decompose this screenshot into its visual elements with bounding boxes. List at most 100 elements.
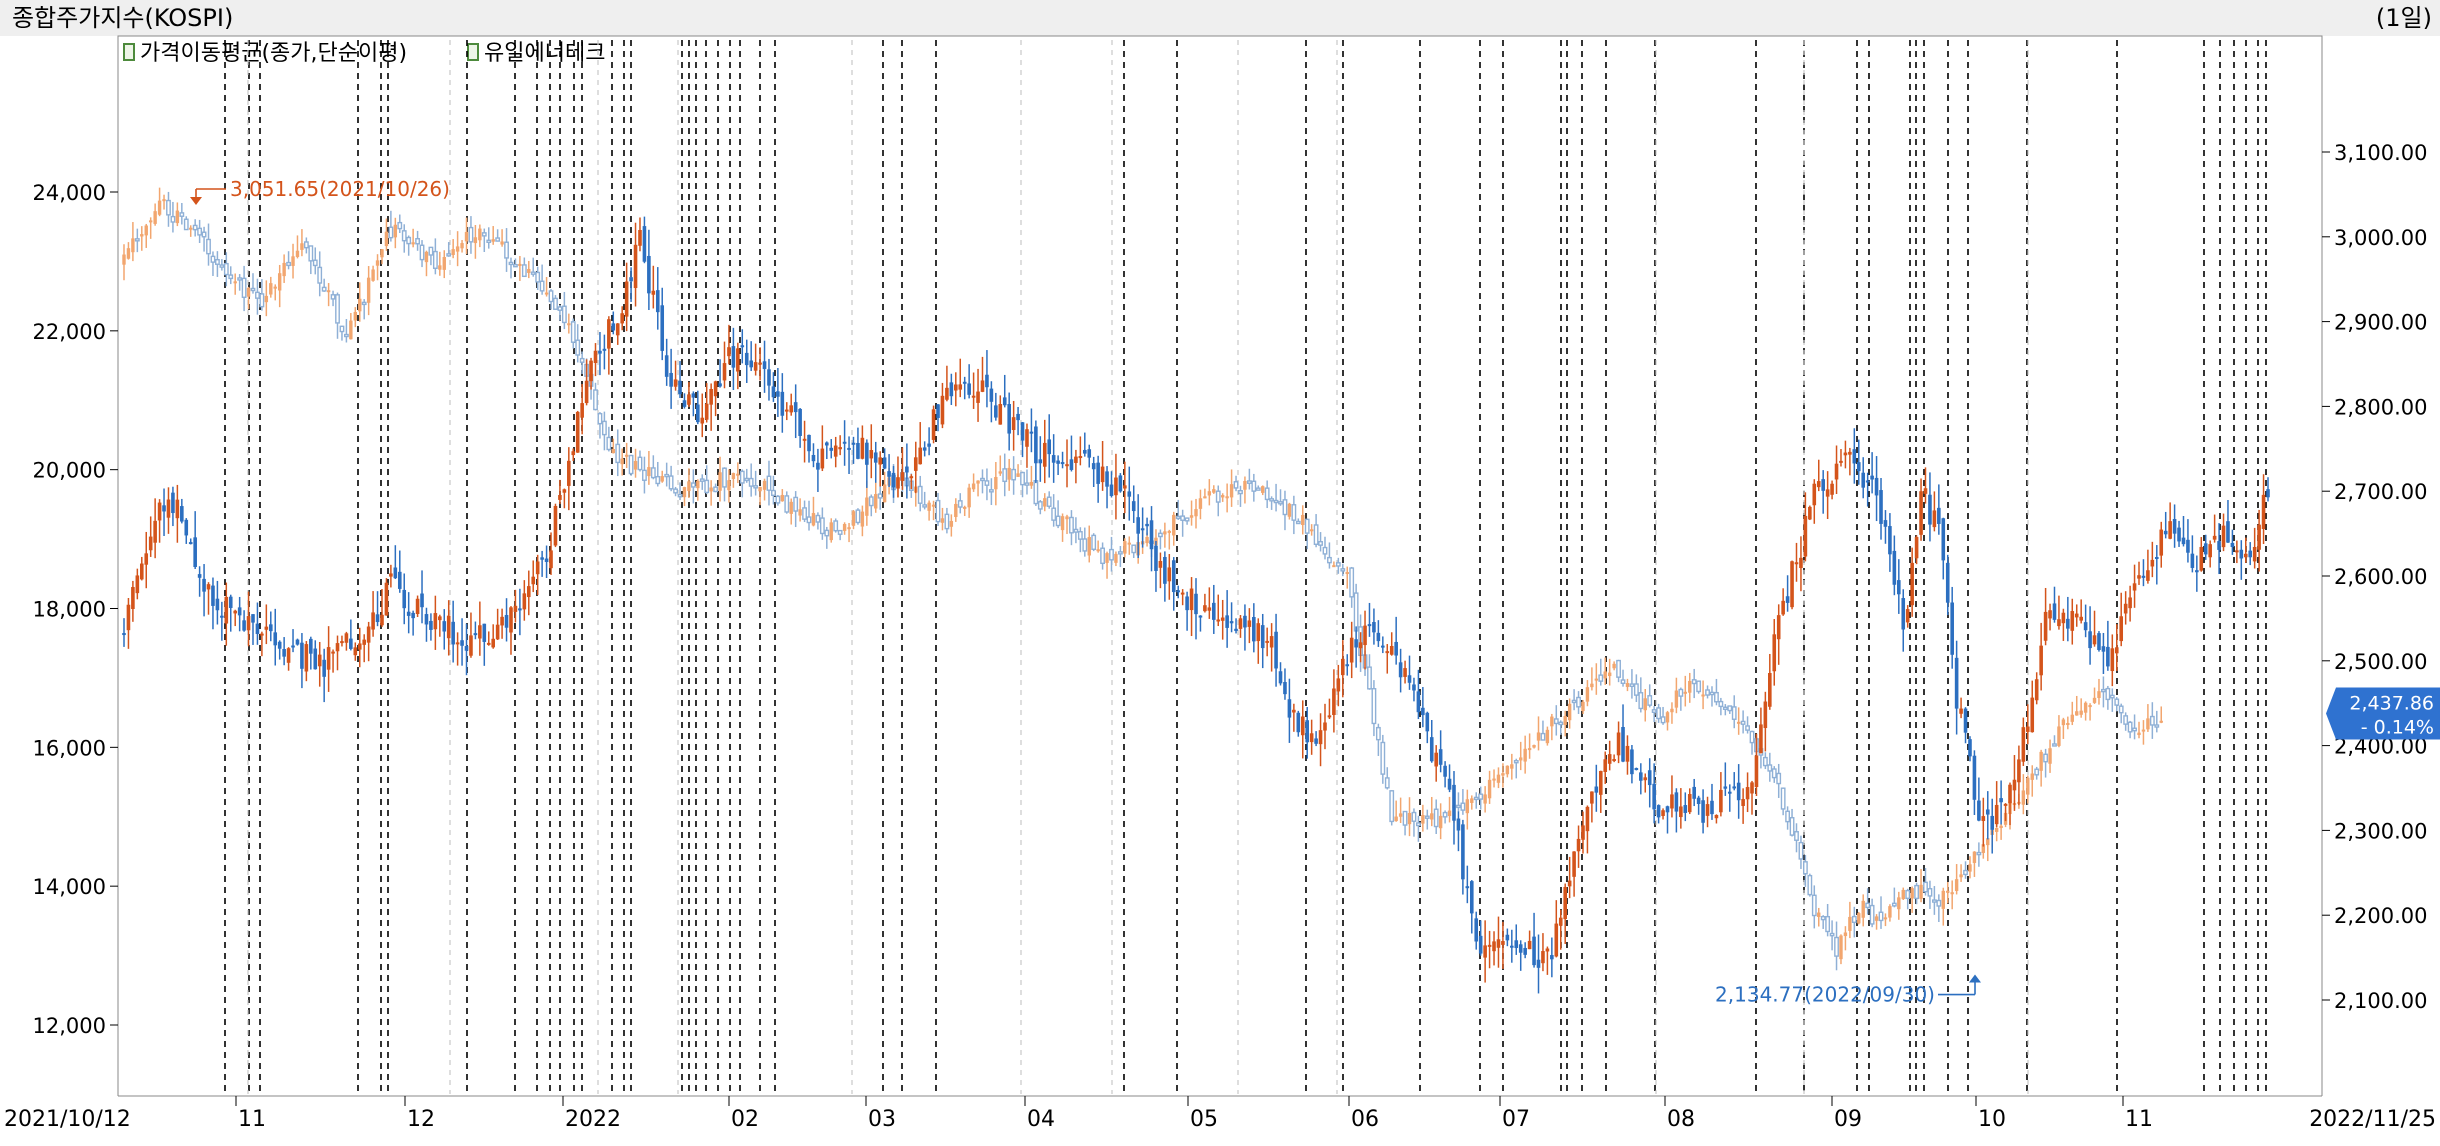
candle-body xyxy=(2092,635,2097,645)
candle-body xyxy=(664,355,669,377)
candle-body xyxy=(2119,616,2124,642)
candle-body xyxy=(2043,753,2048,763)
candle-body xyxy=(2186,539,2190,553)
candle-body xyxy=(166,499,171,518)
candle-body xyxy=(655,290,660,313)
candle-body xyxy=(455,642,460,645)
right-tick-label: 3,000.00 xyxy=(2334,226,2428,250)
candle-body xyxy=(189,227,193,230)
candle-body xyxy=(228,274,234,280)
candle-body xyxy=(521,264,527,278)
candle-body xyxy=(1176,590,1181,593)
candle-body xyxy=(2257,524,2261,550)
candle-body xyxy=(994,405,998,418)
candle-body xyxy=(2021,790,2026,805)
candle-body xyxy=(2199,546,2204,571)
candle-body xyxy=(2132,583,2137,591)
candle-body xyxy=(1817,912,1821,917)
candle-body xyxy=(131,587,135,610)
candle-body xyxy=(971,395,976,398)
candle-body xyxy=(530,271,536,275)
candle-body xyxy=(1665,806,1670,813)
candle-body xyxy=(1829,932,1835,937)
candle-body xyxy=(727,347,731,357)
candle-body xyxy=(446,253,452,257)
candle-body xyxy=(304,644,309,672)
month-tick-label: 11 xyxy=(238,1107,266,1132)
candle-body xyxy=(183,218,189,231)
candle-body xyxy=(1585,687,1590,702)
candle-body xyxy=(144,553,149,565)
candle-body xyxy=(2266,489,2270,498)
candle-body xyxy=(549,550,553,569)
candle-body xyxy=(1519,757,1523,761)
candle-body xyxy=(495,237,501,242)
candle-body xyxy=(1501,773,1505,776)
candle-body xyxy=(135,575,140,594)
candle-body xyxy=(1433,808,1439,828)
candle-body xyxy=(1820,916,1826,921)
x-axis: 11 12 2022 02 03 04 05 06 07 08 09 10 11 xyxy=(235,1096,2153,1132)
candle-body xyxy=(1612,759,1616,762)
candle-body xyxy=(1897,897,1901,910)
candle-body xyxy=(388,226,394,239)
candle-body xyxy=(1727,791,1732,794)
left-tick-label: 16,000 xyxy=(33,736,106,760)
candle-body xyxy=(1986,838,1990,846)
candle-body xyxy=(1073,528,1079,533)
candle-body xyxy=(1051,455,1056,463)
candle-body xyxy=(1118,475,1123,492)
candle-body xyxy=(2172,519,2177,534)
candle-body xyxy=(446,615,451,639)
candle-body xyxy=(246,616,251,631)
candle-body xyxy=(651,290,656,295)
candle-body xyxy=(548,290,554,303)
candle-body xyxy=(1438,749,1443,765)
candle-body xyxy=(780,391,785,416)
candle-body xyxy=(2146,570,2150,581)
candle-body xyxy=(197,574,202,578)
candle-body xyxy=(2114,647,2119,654)
candle-body xyxy=(1198,615,1203,618)
candle-body xyxy=(1723,786,1728,789)
candle-body xyxy=(250,287,256,292)
candle-body xyxy=(1492,941,1496,952)
candle-body xyxy=(1203,605,1207,612)
candle-body xyxy=(295,639,300,645)
candle-body xyxy=(1318,730,1323,745)
candle-body xyxy=(357,643,362,650)
candle-body xyxy=(353,647,358,656)
candle-body xyxy=(468,226,474,243)
candle-body xyxy=(1434,752,1438,767)
right-tick-label: 2,700.00 xyxy=(2334,480,2428,504)
candle-body xyxy=(1972,851,1977,863)
candle-body xyxy=(1251,480,1257,492)
candle-body xyxy=(1563,716,1567,725)
candle-body xyxy=(1363,625,1367,646)
candle-body xyxy=(736,473,740,476)
candle-body xyxy=(882,457,887,469)
candle-body xyxy=(1576,696,1581,708)
candle-body xyxy=(1402,810,1408,826)
candle-body xyxy=(557,306,563,311)
candle-body xyxy=(816,462,820,470)
candle-body xyxy=(1936,899,1942,907)
candle-body xyxy=(1082,449,1087,454)
candle-body xyxy=(2123,715,2129,725)
candle-body xyxy=(1252,617,1256,642)
candle-body xyxy=(1598,674,1604,682)
candle-body xyxy=(1335,562,1341,567)
candle-body xyxy=(1688,680,1692,693)
candle-body xyxy=(802,438,807,441)
candle-body xyxy=(2123,603,2128,614)
candle-body xyxy=(1194,509,1198,517)
candle-body xyxy=(1313,524,1319,545)
candle-body xyxy=(1065,464,1069,467)
candle-body xyxy=(1127,542,1131,545)
candle-body xyxy=(1692,786,1696,799)
candle-body xyxy=(1811,894,1817,917)
candle-body xyxy=(1705,804,1710,816)
candle-body xyxy=(1465,799,1470,814)
candle-body xyxy=(415,598,420,615)
candle-body xyxy=(2034,768,2040,776)
